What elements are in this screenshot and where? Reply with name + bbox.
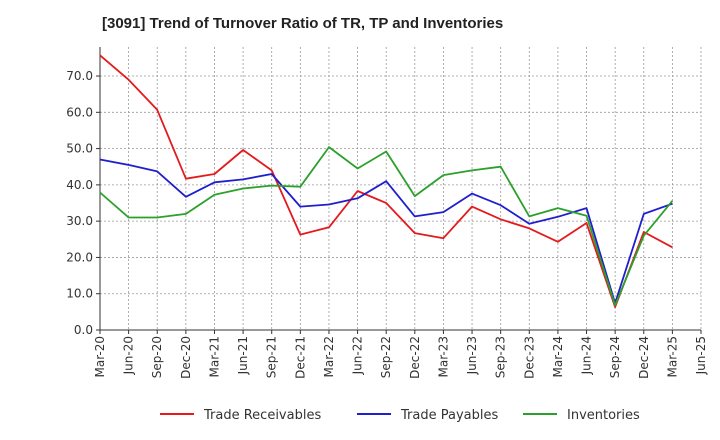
- x-tick-label: Mar-21: [207, 336, 221, 377]
- x-tick-label: Sep-21: [265, 336, 279, 378]
- x-tick-label: Mar-22: [322, 336, 336, 377]
- x-tick-label: Dec-21: [293, 336, 307, 379]
- x-tick-label: Sep-20: [150, 336, 164, 378]
- x-tick-label: Dec-24: [637, 336, 651, 379]
- series-line-inventories: [99, 146, 674, 307]
- y-tick-label: 50.0: [66, 142, 93, 156]
- y-tick-label: 20.0: [66, 250, 93, 264]
- chart-title: [3091] Trend of Turnover Ratio of TR, TP…: [102, 15, 504, 32]
- series-line-trade-payables: [99, 158, 673, 305]
- x-tick-label: Dec-20: [179, 336, 193, 379]
- x-tick-label: Sep-23: [494, 336, 508, 378]
- x-tick-label: Mar-23: [436, 336, 450, 377]
- x-tick-label: Sep-24: [608, 336, 622, 378]
- y-tick-label: 30.0: [66, 214, 93, 228]
- x-tick-label: Jun-22: [351, 336, 365, 375]
- x-tick-label: Jun-20: [122, 336, 136, 375]
- y-tick-label: 60.0: [66, 105, 93, 119]
- legend-label: Trade Receivables: [203, 408, 321, 423]
- x-tick-label: Jun-24: [580, 336, 594, 375]
- y-tick-label: 40.0: [66, 178, 93, 192]
- x-tick-label: Dec-22: [408, 336, 422, 379]
- x-tick-label: Mar-25: [665, 336, 679, 377]
- y-tick-label: 70.0: [66, 69, 93, 83]
- x-tick-label: Jun-23: [465, 336, 479, 375]
- legend-label: Inventories: [567, 408, 640, 423]
- x-tick-label: Mar-20: [93, 336, 107, 377]
- x-tick-label: Mar-24: [551, 336, 565, 377]
- series-line-trade-receivables: [99, 54, 673, 308]
- legend-item: Trade Receivables: [160, 408, 321, 423]
- legend-label: Trade Payables: [400, 408, 498, 423]
- x-tick-label: Jun-21: [236, 336, 250, 375]
- x-tick-label: Dec-23: [522, 336, 536, 379]
- x-tick-label: Sep-22: [379, 336, 393, 378]
- legend-item: Trade Payables: [357, 408, 498, 423]
- x-tick-label: Jun-25: [694, 336, 708, 375]
- y-tick-label: 10.0: [66, 287, 93, 301]
- legend-item: Inventories: [523, 408, 640, 423]
- y-tick-label: 0.0: [74, 323, 93, 337]
